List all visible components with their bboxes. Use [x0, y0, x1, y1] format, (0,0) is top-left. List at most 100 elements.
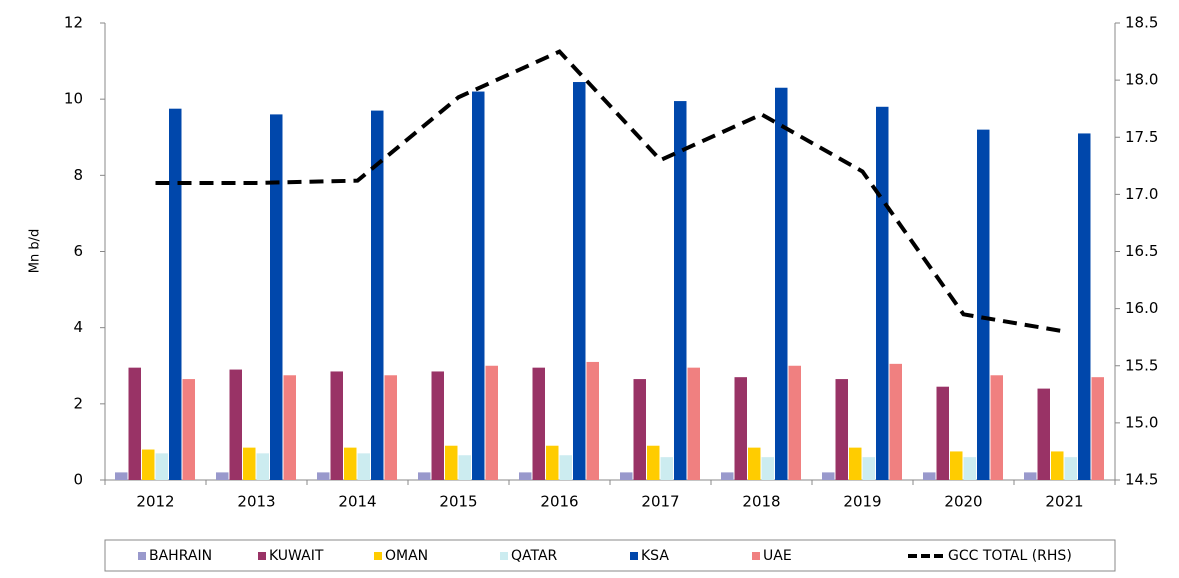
- legend-swatch: [500, 552, 508, 560]
- bar: [155, 453, 168, 480]
- x-tick-label: 2021: [1045, 493, 1083, 511]
- bar: [216, 472, 229, 480]
- bar: [344, 447, 357, 480]
- bar: [169, 108, 182, 480]
- x-tick-label: 2017: [641, 493, 679, 511]
- legend-label: UAE: [763, 548, 792, 564]
- bar: [431, 371, 444, 480]
- bar: [115, 472, 128, 480]
- bar: [849, 447, 862, 480]
- y-tick-label: 8: [73, 166, 83, 184]
- bar: [788, 365, 801, 480]
- y-tick-label: 12: [64, 14, 83, 32]
- legend-label: KUWAIT: [269, 548, 324, 564]
- line: [155, 49, 1065, 334]
- y2-tick-label: 18.5: [1125, 14, 1158, 32]
- bar: [620, 472, 633, 480]
- legend-swatch: [630, 552, 638, 560]
- bar: [519, 472, 532, 480]
- bar: [835, 379, 848, 480]
- bar: [458, 455, 471, 480]
- bar: [889, 363, 902, 480]
- bar: [687, 367, 700, 480]
- legend-label: KSA: [641, 548, 669, 564]
- bar: [950, 451, 963, 480]
- x-tick-label: 2016: [540, 493, 578, 511]
- bar: [674, 101, 687, 480]
- y2-tick-label: 15.0: [1125, 413, 1158, 431]
- legend-label: BAHRAIN: [149, 548, 212, 564]
- bar: [721, 472, 734, 480]
- bar: [1078, 133, 1091, 481]
- legend-label: GCC TOTAL (RHS): [948, 548, 1072, 564]
- y2-tick-label: 18.0: [1125, 71, 1158, 89]
- x-tick-label: 2020: [944, 493, 982, 511]
- bar: [1064, 457, 1077, 480]
- y-axis-label: Mn b/d: [28, 229, 43, 273]
- bar: [229, 369, 242, 480]
- bar: [748, 447, 761, 480]
- x-tick-label: 2014: [338, 493, 376, 511]
- legend-label: OMAN: [385, 548, 428, 564]
- bar: [357, 453, 370, 480]
- x-tick-label: 2015: [439, 493, 477, 511]
- legend-swatch: [138, 552, 146, 560]
- y-tick-label: 0: [73, 471, 83, 489]
- y2-tick-label: 16.0: [1125, 299, 1158, 317]
- bar: [822, 472, 835, 480]
- y2-tick-label: 17.0: [1125, 185, 1158, 203]
- bar: [963, 457, 976, 480]
- bar: [142, 449, 155, 480]
- y2-tick-label: 16.5: [1125, 242, 1158, 260]
- bar: [330, 371, 343, 480]
- bar: [990, 375, 1003, 480]
- y-tick-label: 10: [64, 90, 83, 108]
- bar: [243, 447, 256, 480]
- bar: [283, 375, 296, 480]
- legend-swatch: [752, 552, 760, 560]
- bar: [876, 106, 889, 481]
- bar: [633, 379, 646, 480]
- bar: [418, 472, 431, 480]
- bar: [1091, 377, 1104, 480]
- bar: [128, 367, 141, 480]
- y-tick-label: 2: [73, 394, 83, 412]
- bar: [977, 129, 990, 480]
- bar: [936, 386, 949, 480]
- bar: [1024, 472, 1037, 480]
- bar: [445, 445, 458, 480]
- bar: [485, 365, 498, 480]
- bar: [270, 114, 283, 481]
- bar: [734, 377, 747, 480]
- legend-box: [104, 539, 1116, 572]
- bar: [660, 457, 673, 480]
- bar: [923, 472, 936, 480]
- bar: [586, 361, 599, 480]
- x-tick-label: 2019: [843, 493, 881, 511]
- bar: [384, 375, 397, 480]
- bar: [371, 110, 384, 480]
- y2-tick-label: 15.5: [1125, 356, 1158, 374]
- x-tick-label: 2012: [136, 493, 174, 511]
- bar: [472, 91, 485, 481]
- legend: BAHRAIN KUWAIT OMAN QATAR KSA UAE GCC TOTAL (R…: [104, 539, 1116, 572]
- bar: [559, 455, 572, 480]
- bar: [775, 87, 788, 480]
- y-tick-label: 4: [73, 318, 83, 336]
- bar: [1051, 451, 1064, 480]
- bar: [573, 82, 586, 480]
- x-tick-label: 2013: [237, 493, 275, 511]
- y-tick-label: 6: [73, 242, 83, 260]
- bar: [862, 457, 875, 480]
- bar: [256, 453, 269, 480]
- bar: [317, 472, 330, 480]
- legend-label: QATAR: [511, 548, 558, 564]
- y2-tick-label: 14.5: [1125, 471, 1158, 489]
- bar: [532, 367, 545, 480]
- bar: [182, 379, 195, 480]
- bar: [761, 457, 774, 480]
- legend-swatch: [258, 552, 266, 560]
- legend-swatch: [374, 552, 382, 560]
- bar: [546, 445, 559, 480]
